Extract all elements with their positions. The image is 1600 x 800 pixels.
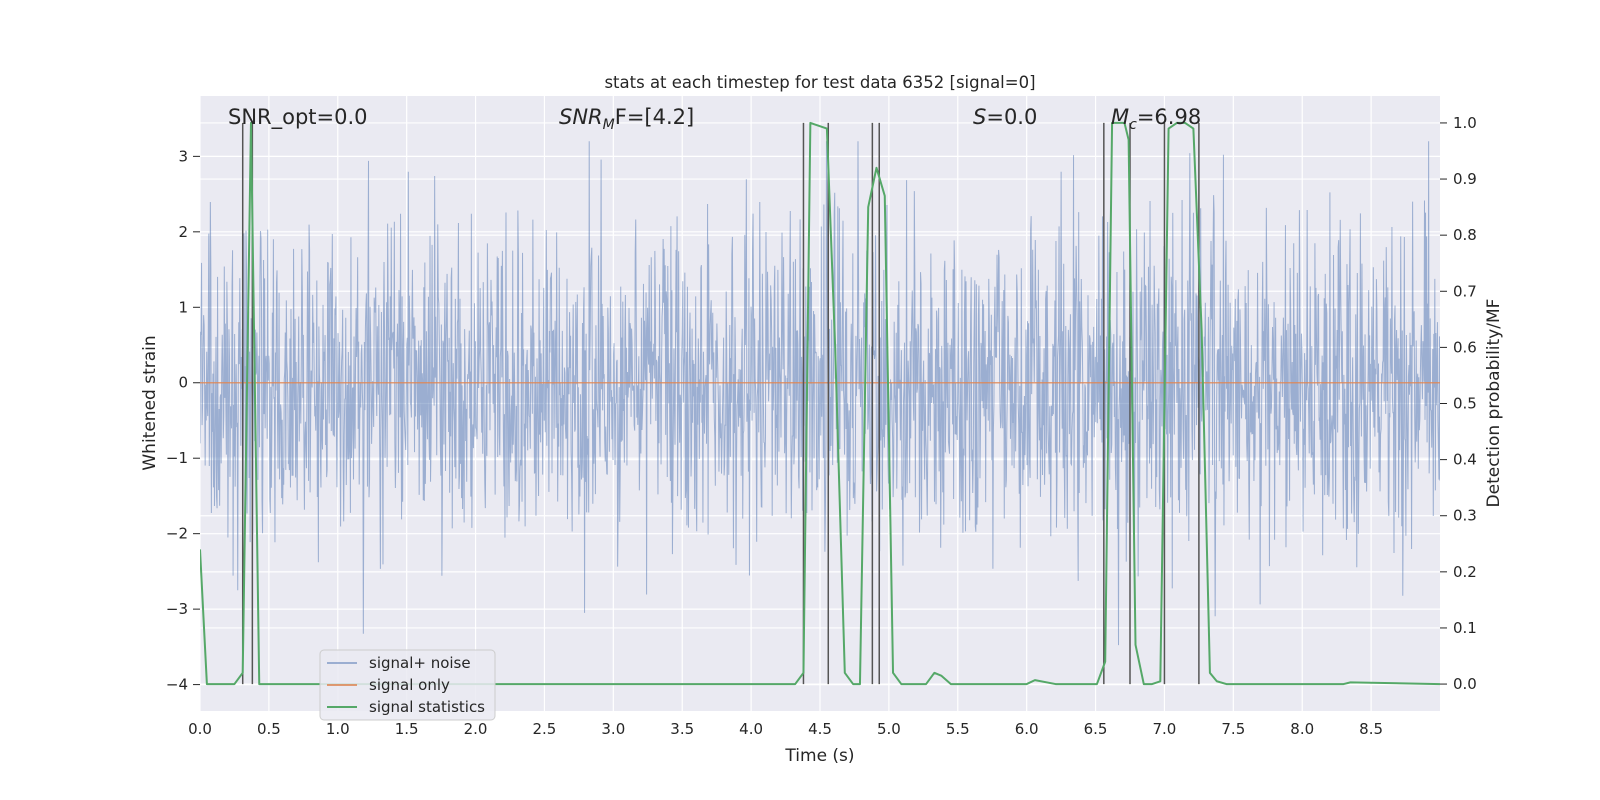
x-tick-label: 8.5: [1359, 720, 1383, 738]
annotation-mc-symbol: M: [1111, 105, 1129, 129]
x-tick-label: 1.0: [326, 720, 350, 738]
y-right-tick-label: 0.1: [1453, 619, 1477, 637]
tick-layer: 0.0 0.5 1.0 1.5 2.0 2.5 3.0 3.5 4.0 4.5 5.0 5.5 6.0 6…: [166, 114, 1477, 738]
annotation-snr-mf-subscript: M: [603, 117, 615, 133]
legend: signal+ noise signal only signal statist…: [319, 649, 496, 721]
y-right-tick-label: 0.6: [1453, 338, 1477, 356]
annotation-mc-value: =6.98: [1137, 105, 1201, 129]
legend-box: [319, 649, 496, 721]
y-right-tick-label: 0.2: [1453, 563, 1477, 581]
x-axis-label: Time (s): [784, 746, 854, 766]
annotation-mc-subscript: c: [1129, 117, 1137, 133]
y-axis-label-right: Detection probability/MF: [1484, 299, 1504, 508]
legend-label-signal: signal only: [369, 676, 450, 694]
y-left-tick-label: −4: [166, 676, 188, 694]
noise-line: [200, 141, 1440, 646]
x-tick-label: 5.5: [946, 720, 970, 738]
x-tick-label: 4.5: [808, 720, 832, 738]
x-tick-label: 2.5: [533, 720, 557, 738]
annotation-snr-mf-value: F=[4.2]: [615, 105, 694, 129]
chart-title: stats at each timestep for test data 635…: [604, 73, 1035, 92]
x-tick-label: 4.0: [739, 720, 763, 738]
y-left-tick-label: 2: [178, 223, 188, 241]
annotation-snr-mf: SNRMF=[4.2]: [559, 105, 694, 133]
x-tick-label: 7.5: [1221, 720, 1245, 738]
y-right-tick-label: 0.8: [1453, 226, 1477, 244]
y-left-tick-label: 0: [178, 374, 188, 392]
x-tick-label: 3.5: [670, 720, 694, 738]
x-tick-label: 2.0: [464, 720, 488, 738]
x-tick-label: 3.0: [601, 720, 625, 738]
x-tick-label: 5.0: [877, 720, 901, 738]
legend-label-stats: signal statistics: [369, 698, 485, 716]
annotation-s-symbol: S: [973, 105, 986, 129]
x-tick-label: 8.0: [1290, 720, 1314, 738]
signal-statistics-line: [200, 121, 1440, 686]
y-left-tick-label: −3: [166, 600, 188, 618]
x-tick-label: 6.5: [1084, 720, 1108, 738]
y-left-tick-label: 1: [178, 298, 188, 316]
y-left-tick-label: 3: [178, 147, 188, 165]
y-left-tick-label: −2: [166, 525, 188, 543]
x-tick-label: 7.0: [1153, 720, 1177, 738]
annotation-mc: Mc=6.98: [1111, 105, 1201, 133]
y-right-tick-label: 0.0: [1453, 675, 1477, 693]
y-right-tick-label: 0.9: [1453, 170, 1477, 188]
annotation-snr-mf-symbol: SNR: [559, 105, 603, 129]
y-right-tick-label: 0.4: [1453, 451, 1477, 469]
y-right-tick-label: 0.5: [1453, 395, 1477, 413]
annotation-snr-opt: SNR_opt=0.0: [228, 105, 368, 130]
y-right-tick-label: 0.3: [1453, 507, 1477, 525]
y-right-tick-label: 0.7: [1453, 282, 1477, 300]
legend-label-noise: signal+ noise: [369, 654, 471, 672]
x-tick-label: 0.0: [188, 720, 212, 738]
y-axis-label-left: Whitened strain: [140, 335, 160, 470]
x-tick-label: 1.5: [395, 720, 419, 738]
y-right-tick-label: 1.0: [1453, 114, 1477, 132]
annotation-s: S=0.0: [973, 105, 1037, 129]
x-tick-label: 0.5: [257, 720, 281, 738]
x-tick-label: 6.0: [1015, 720, 1039, 738]
signal-statistics-series: [200, 121, 1440, 686]
y-left-tick-label: −1: [166, 449, 188, 467]
noise-series: [200, 141, 1440, 646]
annotation-s-value: =0.0: [986, 105, 1037, 129]
